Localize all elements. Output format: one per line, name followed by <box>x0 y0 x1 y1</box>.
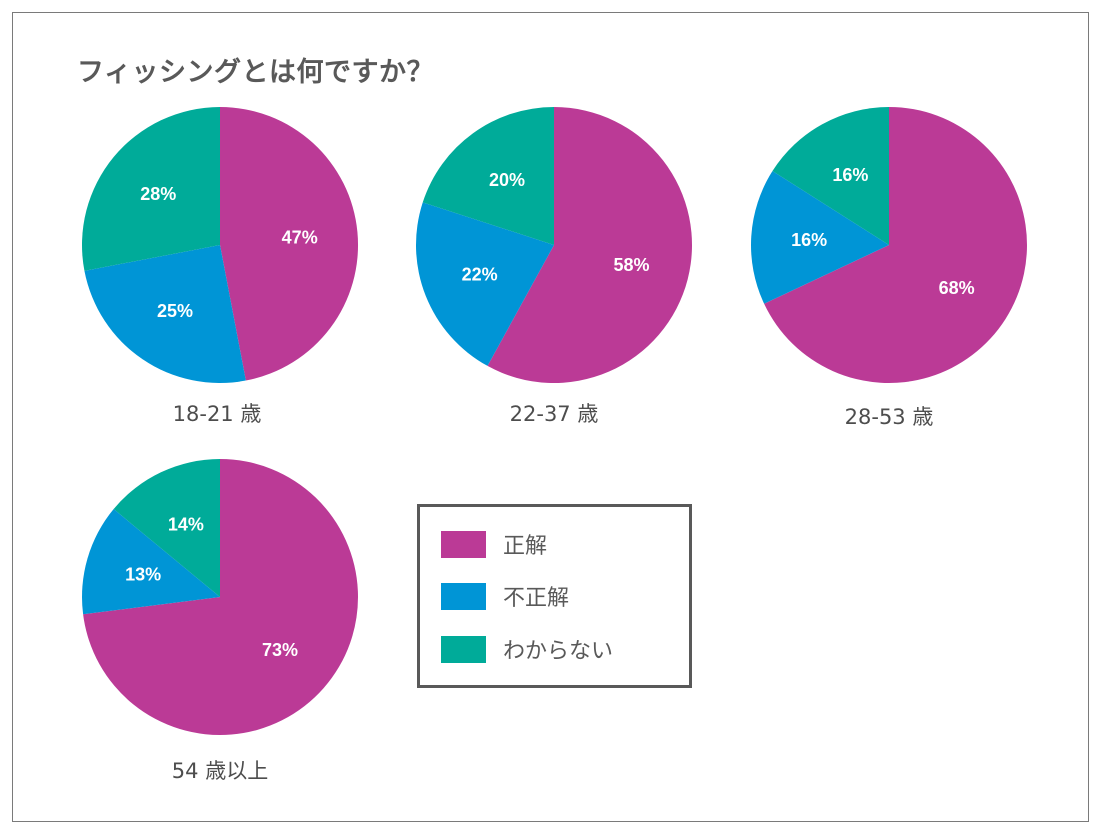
pie-slice-dont-know <box>81 107 220 271</box>
data-label-incorrect: 16% <box>791 230 827 250</box>
pie-chart-28-53: 68% 16% 16% <box>750 107 1027 383</box>
pie-slice-incorrect <box>750 171 889 304</box>
chart-title: フィッシングとは何ですか？ <box>77 57 434 88</box>
data-label-dont-know: 28% <box>140 184 176 204</box>
pie-chart-22-37: 58% 22% 20% <box>415 107 693 383</box>
pie-slice-incorrect <box>415 202 554 366</box>
data-label-dont-know: 14% <box>168 515 204 535</box>
data-label-correct: 47% <box>282 228 318 248</box>
pie-caption-22-37: 22-37 歳 <box>509 402 599 426</box>
legend-label-dont-know: わからない <box>503 639 614 664</box>
legend-label-correct: 正解 <box>503 534 548 559</box>
pie-caption-18-21: 18-21 歳 <box>172 402 262 426</box>
legend-swatch-dont-know <box>441 635 486 663</box>
legend-item-dont-know: わからない <box>441 634 613 664</box>
legend-item-correct: 正解 <box>441 529 547 559</box>
data-label-dont-know: 20% <box>489 170 525 190</box>
pie-chart-54-plus: 73% 13% 14% <box>82 459 359 735</box>
pie-caption-54-plus: 54 歳以上 <box>171 759 269 783</box>
pie-slice-dont-know <box>113 459 220 597</box>
pie-slice-incorrect <box>82 509 220 615</box>
data-label-incorrect: 25% <box>157 301 193 321</box>
data-label-correct: 68% <box>939 278 975 298</box>
pie-slice-correct <box>83 459 359 735</box>
pie-slice-correct <box>220 107 359 381</box>
pie-slice-correct <box>764 107 1027 383</box>
pie-slice-incorrect <box>84 245 246 384</box>
pie-slice-dont-know <box>772 107 889 245</box>
pie-slice-correct <box>487 107 693 383</box>
data-label-incorrect: 13% <box>125 565 161 585</box>
pie-chart-18-21: 47% 25% 28% <box>81 107 359 384</box>
legend-swatch-incorrect <box>441 582 486 610</box>
legend-label-incorrect: 不正解 <box>503 586 570 611</box>
chart-legend: 正解 不正解 わからない <box>417 504 692 688</box>
data-label-correct: 73% <box>262 640 298 660</box>
data-label-incorrect: 22% <box>462 265 498 285</box>
legend-swatch-correct <box>441 530 486 558</box>
pie-caption-28-53: 28-53 歳 <box>844 405 934 429</box>
pie-slice-dont-know <box>422 107 554 245</box>
data-label-dont-know: 16% <box>832 165 868 185</box>
legend-item-incorrect: 不正解 <box>441 581 569 611</box>
data-label-correct: 58% <box>613 255 649 275</box>
